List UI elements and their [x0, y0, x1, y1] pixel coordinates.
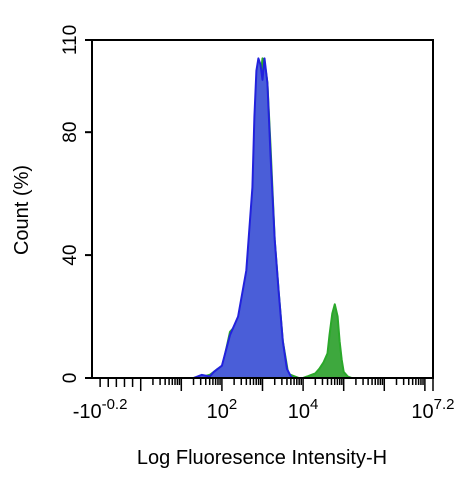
y-tick-label: 40: [60, 245, 81, 266]
y-tick-label: 110: [60, 25, 81, 55]
x-tick-label: 102: [207, 396, 238, 423]
y-tick-label: 80: [60, 122, 81, 143]
x-tick-label: -10-0.2: [73, 396, 128, 423]
y-tick-label: 0: [60, 373, 81, 384]
y-axis: 0 40 80 110: [60, 25, 92, 383]
x-axis: -10-0.2 102 104 107.2: [73, 378, 455, 423]
x-tick-label: 104: [288, 396, 319, 423]
series-2-area: [192, 57, 294, 379]
x-tick-label: 107.2: [411, 396, 454, 423]
x-axis-label: Log Fluoresence Intensity-H: [137, 447, 387, 469]
series-layer: [192, 57, 357, 379]
y-axis-label: Count (%): [11, 165, 33, 255]
